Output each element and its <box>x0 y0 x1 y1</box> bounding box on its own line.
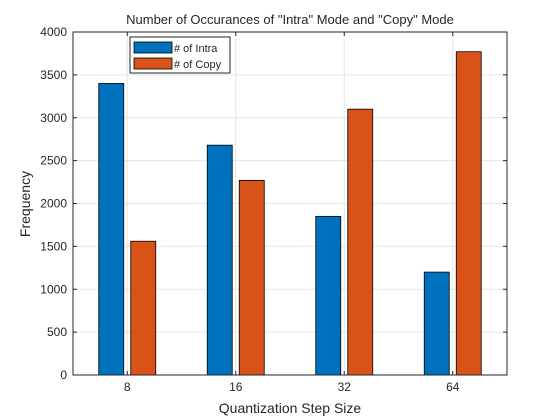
y-tick-label: 1000 <box>40 282 67 296</box>
y-tick-label: 3000 <box>40 111 67 125</box>
y-tick-label: 2500 <box>40 154 67 168</box>
bar-intra-64 <box>423 271 450 376</box>
x-tick-label: 16 <box>229 380 243 394</box>
legend-label-1: # of Copy <box>174 59 222 71</box>
legend-label-0: # of Intra <box>174 43 218 55</box>
bar-intra-8 <box>98 83 125 376</box>
y-tick-label: 0 <box>60 368 67 382</box>
chart-title: Number of Occurances of "Intra" Mode and… <box>126 12 454 27</box>
y-axis-label: Frequency <box>17 171 33 237</box>
bar-intra-16 <box>206 144 233 376</box>
y-tick-label: 500 <box>47 325 67 339</box>
x-axis-ticks: 8 16 32 64 <box>124 32 460 394</box>
x-tick-label: 64 <box>446 380 460 394</box>
bar-copy-16 <box>238 179 265 376</box>
bar-copy-64 <box>455 51 482 376</box>
legend-swatch-0 <box>133 41 173 54</box>
y-tick-label: 2000 <box>40 197 67 211</box>
y-tick-label: 3500 <box>40 68 67 82</box>
bars <box>98 51 482 376</box>
x-axis-label: Quantization Step Size <box>219 400 362 416</box>
x-tick-label: 8 <box>124 380 131 394</box>
legend-swatch-1 <box>133 57 173 70</box>
y-tick-label: 4000 <box>40 25 67 39</box>
y-axis-ticks: 0 500 1000 1500 2000 2500 3000 3500 4000 <box>40 25 507 382</box>
x-tick-label: 32 <box>338 380 352 394</box>
bar-copy-32 <box>347 108 374 376</box>
legend: # of Intra # of Copy <box>129 36 231 74</box>
bar-copy-8 <box>130 240 157 376</box>
bar-intra-32 <box>315 215 342 376</box>
y-tick-label: 1500 <box>40 239 67 253</box>
